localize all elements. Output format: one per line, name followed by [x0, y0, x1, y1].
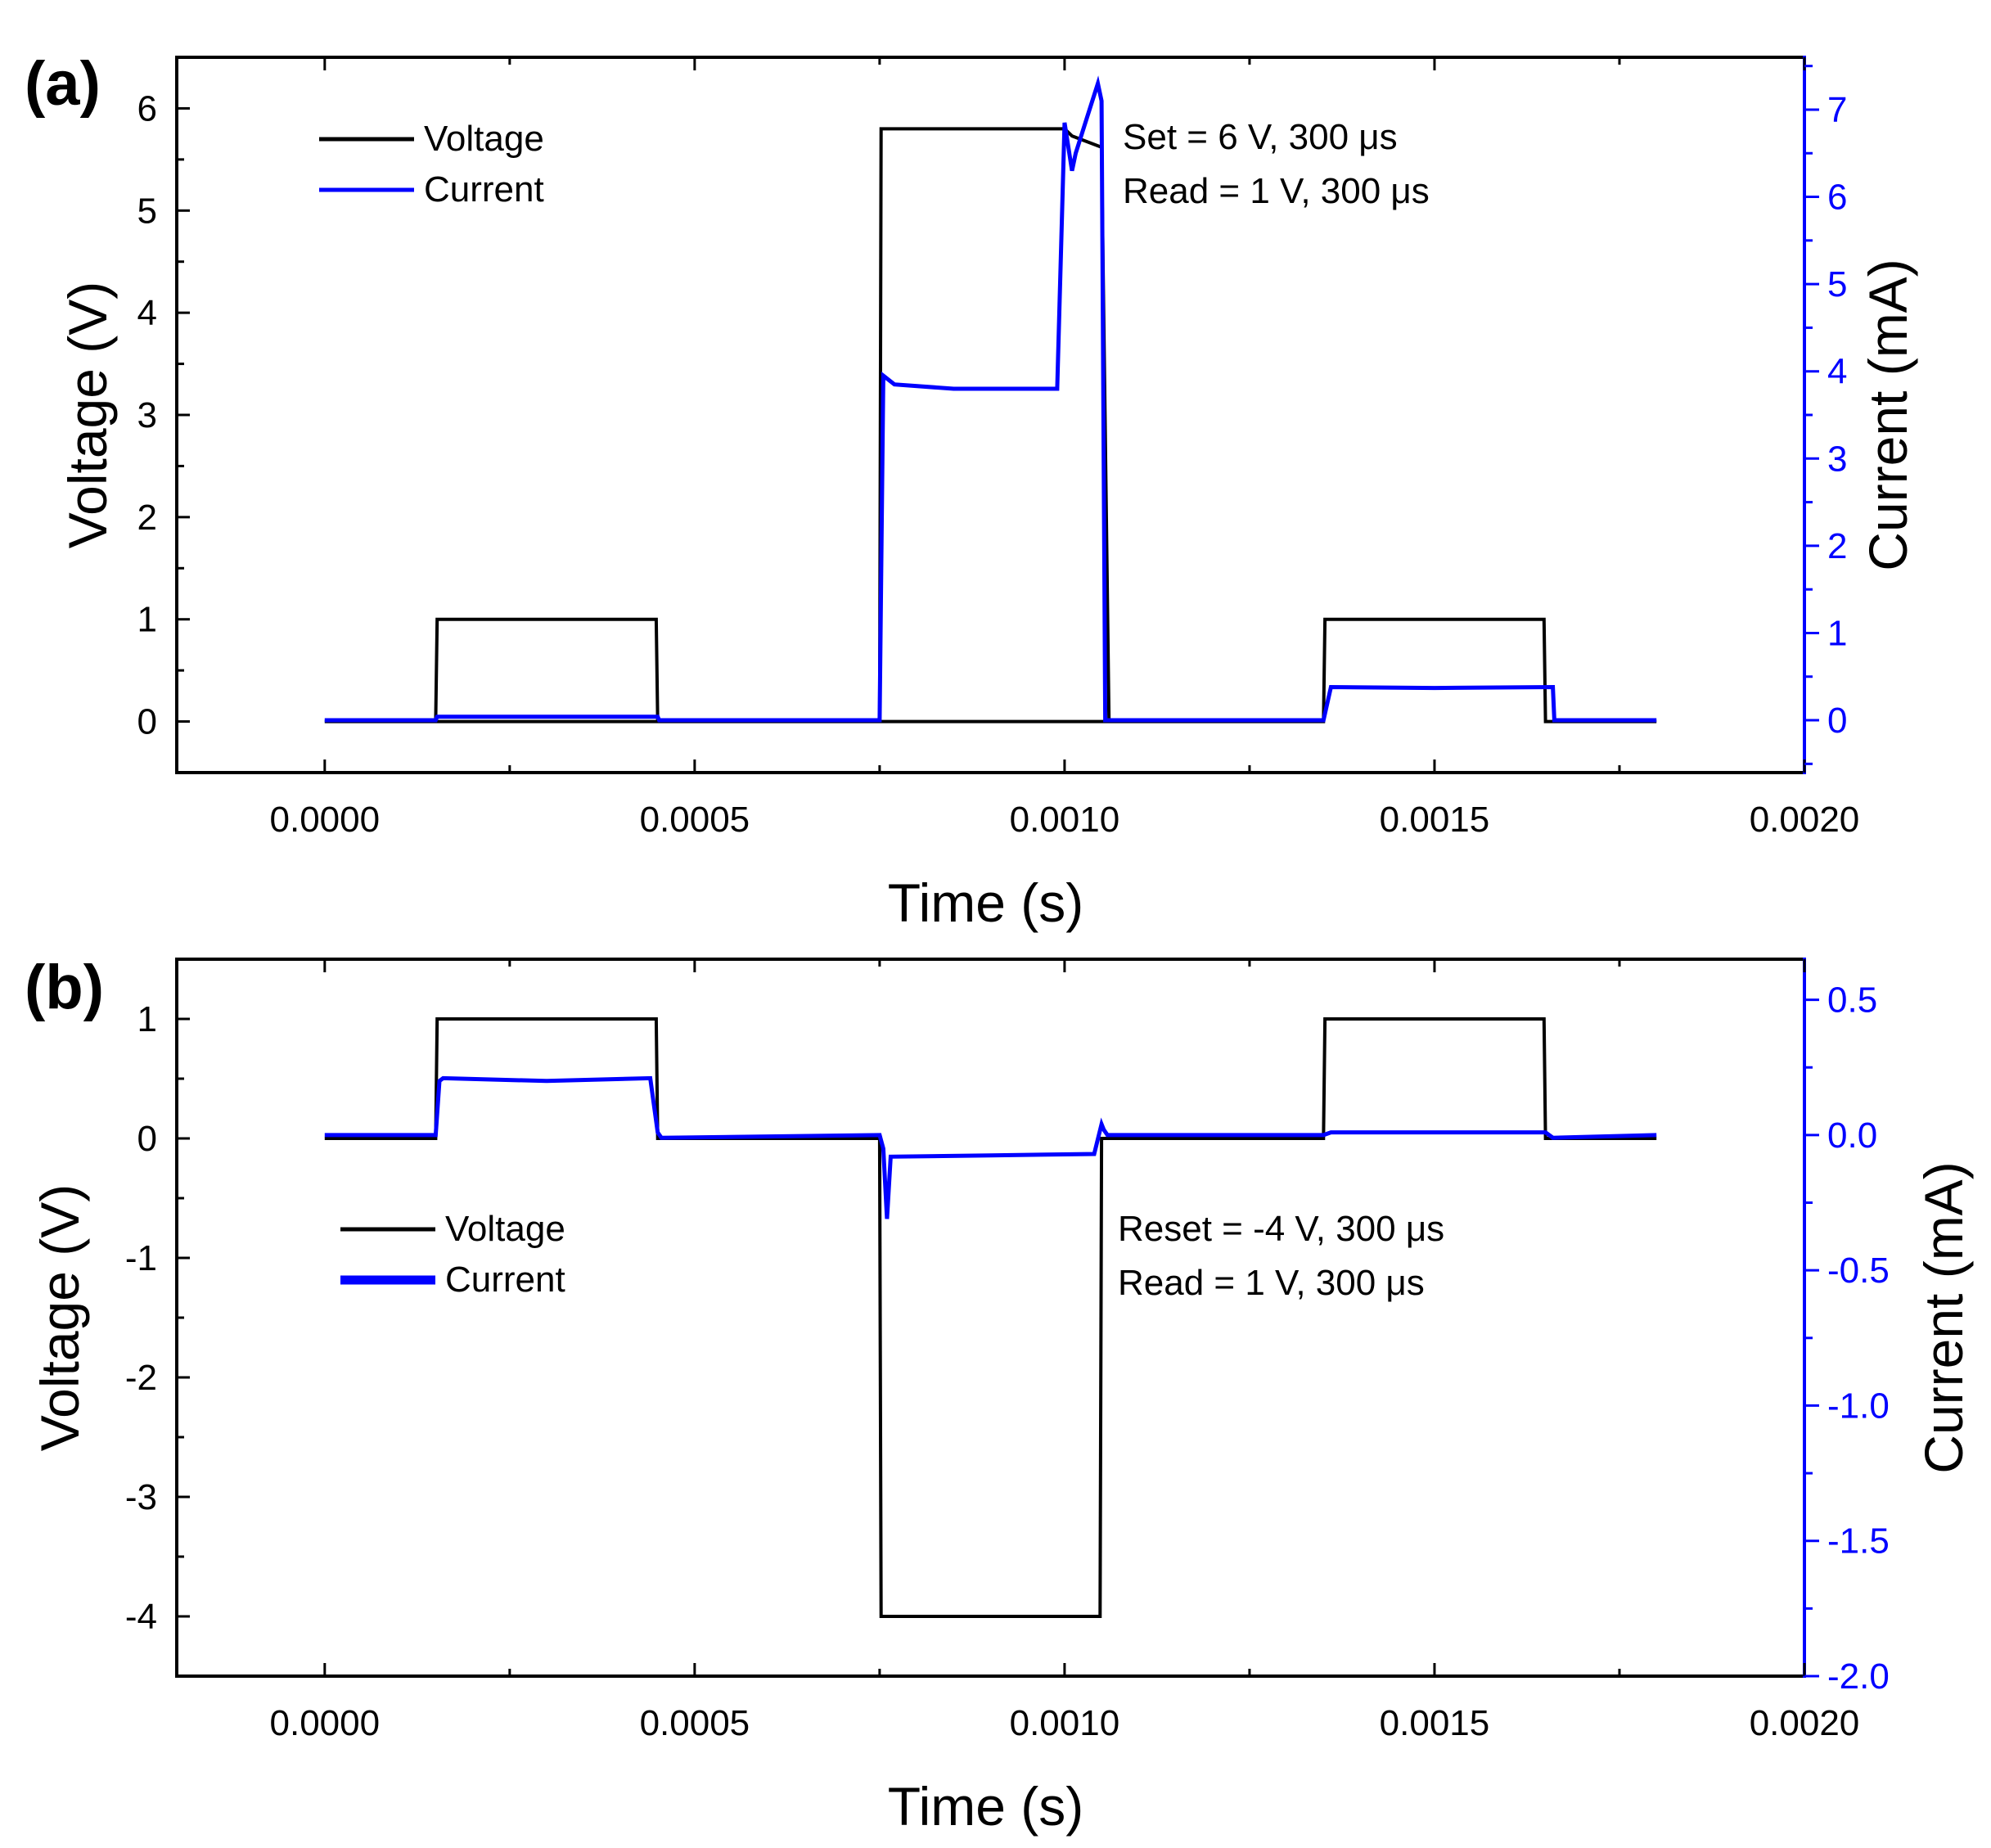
series-line-current	[324, 75, 1657, 723]
y-tick-label: 4	[137, 293, 157, 333]
x-tick-label: 0.0020	[1750, 1703, 1860, 1743]
y-tick-label: 1	[137, 600, 157, 640]
series-line-voltage	[324, 127, 1657, 723]
y2-tick-label: 3	[1827, 439, 1847, 479]
y-tick-label: 2	[137, 498, 157, 538]
legend-label: Current	[424, 169, 544, 210]
y-axis-title: Voltage (V)	[29, 1184, 90, 1452]
y-tick-label: 6	[137, 88, 157, 128]
y2-tick-label: -1.0	[1827, 1386, 1890, 1426]
y2-tick-label: 5	[1827, 264, 1847, 304]
y-tick-label: 0	[137, 702, 157, 742]
y-tick-label: -4	[125, 1597, 157, 1637]
panel-label: (b)	[25, 953, 104, 1022]
x-tick-label: 0.0005	[640, 800, 750, 840]
annotation-text: Reset = -4 V, 300 μs	[1118, 1209, 1444, 1249]
y2-tick-label: -1.5	[1827, 1521, 1890, 1562]
y-tick-label: 0	[137, 1119, 157, 1159]
y2-axis-title: Current (mA)	[1913, 1161, 1974, 1473]
y2-tick-label: 2	[1827, 526, 1847, 566]
legend-label: Voltage	[445, 1209, 565, 1249]
y-tick-label: 5	[137, 191, 157, 231]
legend-label: Voltage	[424, 119, 544, 159]
y2-tick-label: 0.0	[1827, 1116, 1877, 1156]
series-line-current	[324, 1075, 1657, 1219]
y2-tick-label: 0	[1827, 701, 1847, 741]
x-tick-label: 0.0005	[640, 1703, 750, 1743]
chart-panel-b: (b) 0.0000 0.0005 0.0010 0.0015 0.0020 1 0 -1 -2 -…	[25, 953, 1974, 1837]
y-axis-title: Voltage (V)	[57, 282, 118, 549]
y2-tick-label: -2.0	[1827, 1656, 1890, 1697]
y2-tick-label: 6	[1827, 178, 1847, 218]
y2-tick-label: 1	[1827, 613, 1847, 653]
y2-axis-title: Current (mA)	[1858, 259, 1918, 570]
y2-tick-label: 4	[1827, 352, 1847, 392]
legend: Voltage Current	[319, 119, 544, 210]
x-tick-label: 0.0000	[270, 1703, 381, 1743]
y-tick-label: -1	[125, 1238, 157, 1278]
annotation-text: Read = 1 V, 300 μs	[1118, 1263, 1425, 1303]
legend: Voltage Current	[340, 1209, 565, 1300]
legend-label: Current	[445, 1260, 565, 1300]
y-tick-label: 1	[137, 999, 157, 1039]
annotation-text: Set = 6 V, 300 μs	[1123, 117, 1398, 157]
series-line-voltage	[324, 1017, 1657, 1618]
y-tick-label: 3	[137, 395, 157, 435]
y-tick-label: -3	[125, 1477, 157, 1517]
annotation-text: Read = 1 V, 300 μs	[1123, 171, 1430, 211]
y-tick-label: -2	[125, 1358, 157, 1398]
x-tick-label: 0.0015	[1380, 1703, 1490, 1743]
x-axis-title: Time (s)	[888, 872, 1084, 933]
x-tick-label: 0.0010	[1010, 800, 1120, 840]
y2-tick-label: -0.5	[1827, 1251, 1890, 1291]
x-tick-label: 0.0020	[1750, 800, 1860, 840]
panel-label: (a)	[25, 49, 101, 119]
x-tick-label: 0.0010	[1010, 1703, 1120, 1743]
x-tick-label: 0.0000	[270, 800, 381, 840]
chart-panel-a: (a) 0.0000 0.0005 0.0010 0.0015 0.0020 0 1 2 3 4 5 6…	[25, 49, 1918, 933]
x-axis-title: Time (s)	[888, 1776, 1084, 1837]
x-tick-label: 0.0015	[1380, 800, 1490, 840]
y2-tick-label: 0.5	[1827, 980, 1877, 1021]
y2-tick-label: 7	[1827, 90, 1847, 130]
